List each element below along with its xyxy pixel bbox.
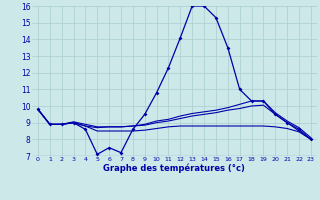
X-axis label: Graphe des températures (°c): Graphe des températures (°c) [103,164,245,173]
